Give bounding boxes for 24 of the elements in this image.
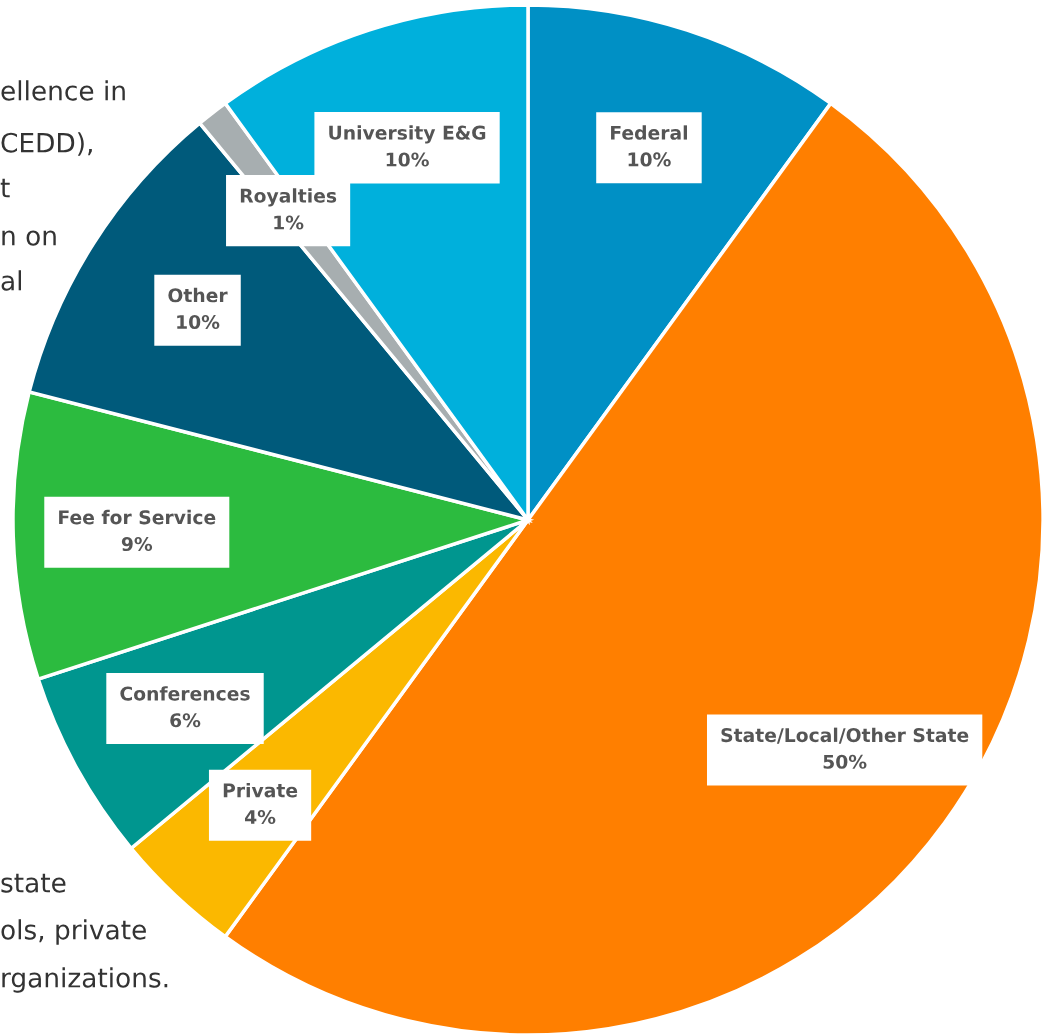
data-label: 10% [177, 314, 220, 330]
slice-label: Fee for Service [59, 509, 216, 525]
text: rganizations. [2, 967, 168, 993]
data-label: 6% [170, 713, 201, 728]
slice-label: Federal [611, 125, 687, 140]
data-label: 9% [121, 536, 153, 552]
data-label: 4% [245, 809, 276, 825]
text: state [1, 873, 66, 893]
slice-label: Conferences [120, 686, 250, 701]
text: al [1, 270, 22, 291]
text: ols, private [1, 919, 146, 945]
slice-label: University E&G [329, 125, 486, 144]
slice-label: Other [168, 287, 228, 303]
data-label: 50% [823, 754, 867, 769]
slice-label: Royalties [240, 188, 337, 207]
text: ellence in [1, 80, 125, 101]
data-label: 10% [628, 152, 671, 167]
text: n on [2, 230, 56, 246]
slice-label: State/Local/Other State [721, 727, 969, 744]
data-label: 10% [386, 152, 429, 167]
data-label: 1% [274, 215, 304, 230]
slice-label: Private [223, 782, 298, 798]
text: t [0, 178, 10, 198]
text: CEDD), [1, 132, 92, 156]
